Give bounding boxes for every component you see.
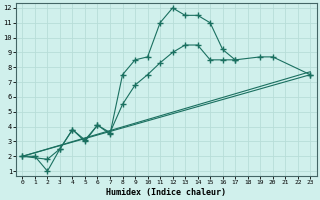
X-axis label: Humidex (Indice chaleur): Humidex (Indice chaleur) <box>106 188 226 197</box>
